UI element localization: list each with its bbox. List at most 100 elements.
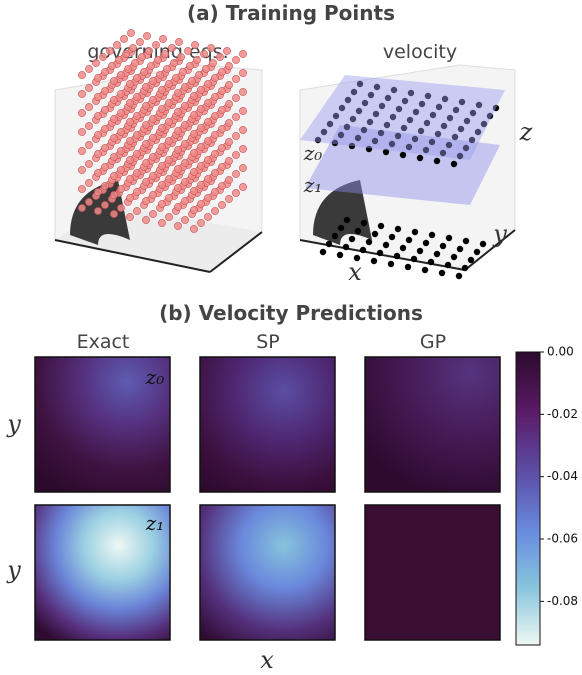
point bbox=[181, 197, 188, 204]
point bbox=[126, 194, 133, 201]
point bbox=[204, 156, 211, 163]
point bbox=[158, 124, 165, 131]
point bbox=[101, 182, 108, 189]
tick-label: -0.02 bbox=[547, 407, 578, 421]
point bbox=[94, 131, 101, 138]
point bbox=[106, 47, 113, 54]
point bbox=[190, 149, 197, 156]
point bbox=[337, 252, 343, 258]
heatmap bbox=[200, 505, 335, 640]
point bbox=[225, 157, 232, 164]
point bbox=[411, 256, 417, 262]
point bbox=[360, 247, 366, 253]
point bbox=[94, 169, 101, 176]
point bbox=[232, 56, 239, 63]
point bbox=[366, 239, 372, 245]
point bbox=[159, 35, 166, 42]
point bbox=[191, 41, 198, 48]
point bbox=[174, 127, 181, 134]
point bbox=[78, 90, 85, 97]
row-label: y bbox=[6, 556, 21, 584]
point bbox=[149, 153, 156, 160]
point bbox=[468, 257, 474, 263]
point bbox=[174, 108, 181, 115]
point bbox=[195, 71, 202, 78]
point bbox=[117, 109, 124, 116]
row-tag: z₁ bbox=[145, 511, 165, 535]
point bbox=[223, 47, 230, 54]
point bbox=[117, 147, 124, 154]
point bbox=[165, 213, 172, 220]
point bbox=[181, 140, 188, 147]
point bbox=[110, 172, 117, 179]
point bbox=[405, 264, 411, 270]
point bbox=[225, 62, 232, 69]
point bbox=[232, 132, 239, 139]
point bbox=[78, 185, 85, 192]
point bbox=[126, 118, 133, 125]
point bbox=[218, 201, 225, 208]
point bbox=[388, 261, 394, 267]
point bbox=[158, 181, 165, 188]
point bbox=[320, 249, 326, 255]
point bbox=[78, 128, 85, 135]
point bbox=[149, 96, 156, 103]
point bbox=[142, 178, 149, 185]
point bbox=[174, 89, 181, 96]
point bbox=[142, 83, 149, 90]
point bbox=[451, 161, 457, 167]
point bbox=[172, 74, 179, 81]
point bbox=[326, 241, 332, 247]
point bbox=[117, 204, 124, 211]
point bbox=[184, 47, 191, 54]
point bbox=[193, 56, 200, 63]
point bbox=[457, 246, 463, 252]
point bbox=[211, 93, 218, 100]
point bbox=[85, 160, 92, 167]
point bbox=[165, 137, 172, 144]
point bbox=[94, 93, 101, 100]
point bbox=[225, 176, 232, 183]
point bbox=[383, 242, 389, 248]
point bbox=[412, 229, 418, 235]
point bbox=[456, 273, 462, 279]
point bbox=[142, 216, 149, 223]
subplot-label: velocity bbox=[383, 41, 457, 63]
point bbox=[218, 163, 225, 170]
point bbox=[423, 240, 429, 246]
point bbox=[202, 65, 209, 72]
point bbox=[174, 165, 181, 172]
point bbox=[446, 235, 452, 241]
point bbox=[149, 77, 156, 84]
point bbox=[113, 41, 120, 48]
tick-label: -0.08 bbox=[547, 594, 578, 608]
point bbox=[165, 156, 172, 163]
point bbox=[78, 109, 85, 116]
point bbox=[197, 124, 204, 131]
point bbox=[165, 118, 172, 125]
point bbox=[117, 71, 124, 78]
point bbox=[338, 225, 344, 231]
point bbox=[85, 103, 92, 110]
point bbox=[239, 107, 246, 114]
point bbox=[211, 188, 218, 195]
point bbox=[355, 228, 361, 234]
point bbox=[110, 77, 117, 84]
point bbox=[349, 236, 355, 242]
point bbox=[143, 32, 150, 39]
point bbox=[225, 81, 232, 88]
point bbox=[190, 111, 197, 118]
point bbox=[181, 178, 188, 185]
point bbox=[142, 159, 149, 166]
column-label: SP bbox=[256, 331, 280, 353]
point bbox=[400, 245, 406, 251]
point bbox=[207, 44, 214, 51]
plane-label: z₁ bbox=[303, 173, 323, 197]
point bbox=[239, 50, 246, 57]
point bbox=[462, 265, 468, 271]
point bbox=[110, 96, 117, 103]
point bbox=[181, 102, 188, 109]
point bbox=[78, 147, 85, 154]
point bbox=[197, 162, 204, 169]
point bbox=[126, 99, 133, 106]
